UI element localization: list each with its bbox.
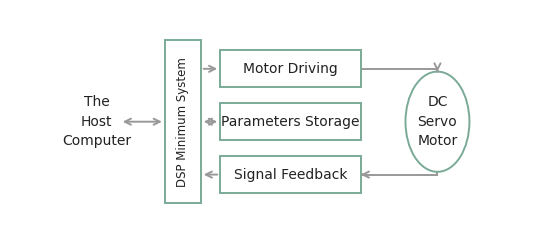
Ellipse shape [405,72,470,172]
Text: DSP Minimum System: DSP Minimum System [176,57,189,187]
Text: Signal Feedback: Signal Feedback [234,167,347,181]
Text: Motor Driving: Motor Driving [243,62,338,76]
Text: The
Host
Computer: The Host Computer [62,95,131,148]
FancyBboxPatch shape [220,103,361,140]
Text: DC
Servo
Motor: DC Servo Motor [417,95,458,148]
FancyBboxPatch shape [164,40,201,203]
FancyBboxPatch shape [220,50,361,87]
FancyBboxPatch shape [220,156,361,193]
Text: Parameters Storage: Parameters Storage [221,115,360,129]
